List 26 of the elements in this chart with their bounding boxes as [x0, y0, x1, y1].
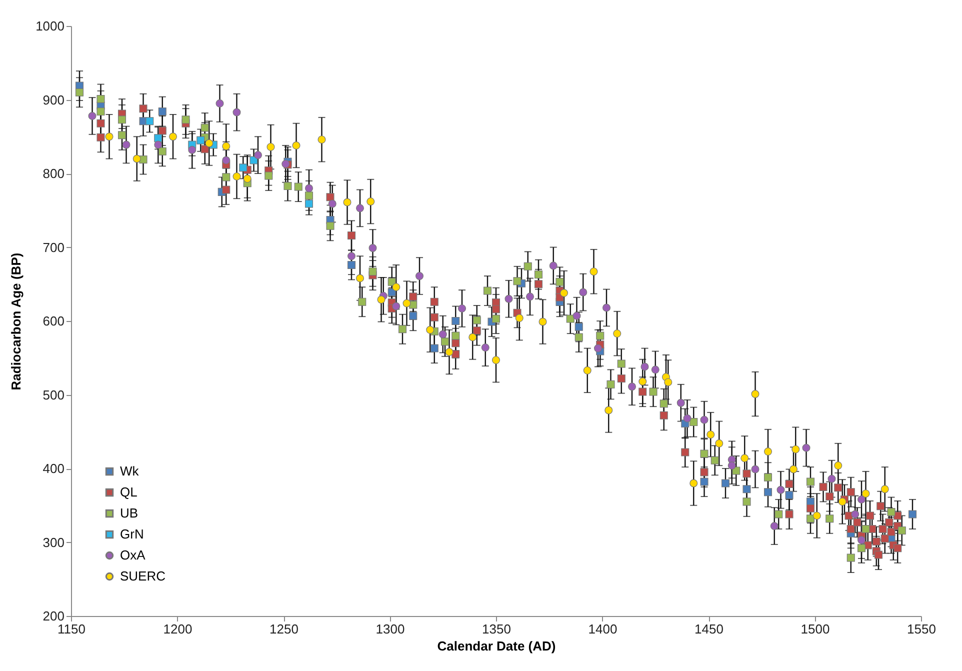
- y-tick-label: 700: [42, 240, 64, 255]
- x-tick-label: 1300: [376, 622, 405, 636]
- y-tick-label: 400: [42, 461, 64, 476]
- legend-label: UB: [120, 506, 138, 520]
- y-tick-label: 800: [42, 166, 64, 181]
- y-tick-label: 500: [42, 387, 64, 402]
- legend-label: GrN: [120, 526, 144, 542]
- y-tick-label: 900: [42, 92, 64, 108]
- legend-label: OxA: [120, 548, 146, 562]
- y-tick-label: 300: [42, 534, 64, 550]
- y-tick-label: 200: [42, 608, 64, 624]
- x-tick-label: 1150: [58, 622, 86, 636]
- x-axis-title: Calendar Date (AD): [437, 638, 556, 654]
- legend-label: QL: [120, 484, 138, 500]
- x-tick-label: 1550: [907, 622, 936, 636]
- y-axis-title: Radiocarbon Age (BP): [8, 252, 24, 390]
- x-tick-label: 1500: [800, 622, 830, 636]
- x-tick-label: 1350: [482, 622, 511, 636]
- y-tick-label: 1000: [36, 18, 64, 34]
- x-tick-label: 1200: [163, 622, 192, 636]
- x-tick-label: 1250: [270, 622, 298, 636]
- y-tick-label: 600: [42, 314, 64, 328]
- x-tick-label: 1400: [588, 622, 618, 636]
- legend-label: SUERC: [120, 568, 166, 584]
- x-tick-label: 1450: [694, 622, 724, 636]
- legend-label: Wk: [120, 464, 140, 478]
